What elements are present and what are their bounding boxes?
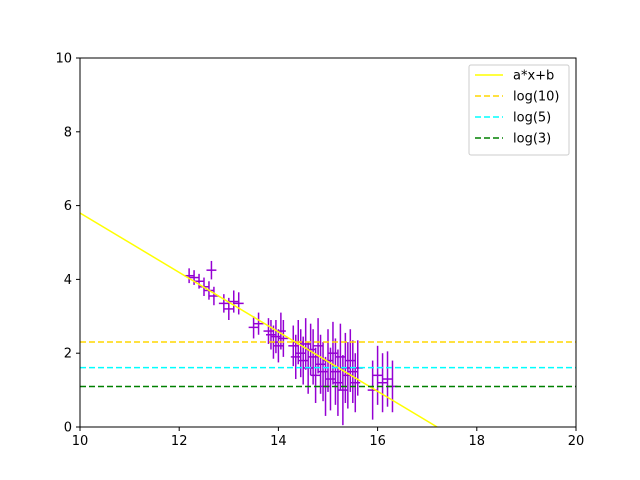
y-tick-label: 2 <box>64 347 72 362</box>
legend-label: log(5) <box>513 111 551 126</box>
legend-label: a*x+b <box>513 69 554 84</box>
legend: a*x+b log(10) log(5) log(3) <box>468 64 570 156</box>
x-tick-label: 20 <box>568 434 585 449</box>
x-axis: 10 12 14 16 18 20 <box>72 427 585 449</box>
y-tick-label: 10 <box>55 52 72 67</box>
legend-label: log(3) <box>513 132 551 147</box>
y-tick-label: 6 <box>64 199 72 214</box>
fit-line <box>80 212 438 427</box>
x-tick-label: 14 <box>270 434 287 449</box>
y-tick-label: 0 <box>64 421 72 436</box>
legend-label: log(10) <box>513 90 560 105</box>
y-tick-label: 8 <box>64 125 72 140</box>
x-tick-label: 10 <box>72 434 89 449</box>
legend-box <box>468 64 570 156</box>
axes-frame <box>79 57 577 428</box>
y-axis: 0 2 4 6 8 10 <box>55 52 80 436</box>
x-tick-label: 18 <box>469 434 486 449</box>
y-tick-label: 4 <box>64 273 72 288</box>
plot-area <box>80 212 576 427</box>
x-tick-label: 16 <box>369 434 386 449</box>
x-tick-label: 12 <box>171 434 188 449</box>
